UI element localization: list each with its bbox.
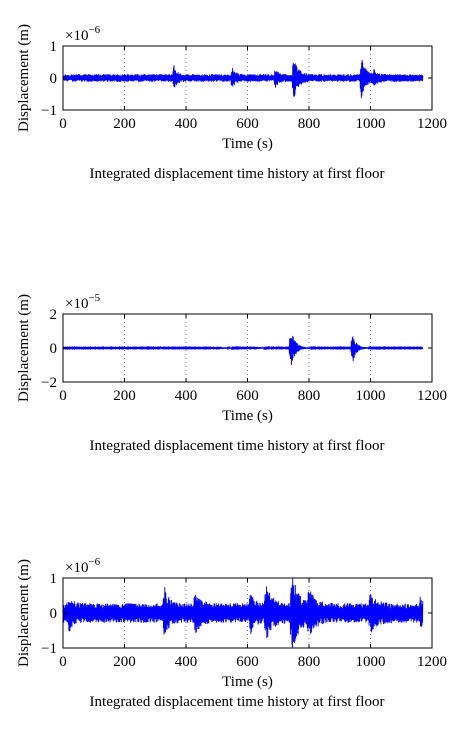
x-tick-label: 800 xyxy=(298,654,321,670)
x-tick-label: 1000 xyxy=(356,388,386,404)
chart-1-caption: Integrated displacement time history at … xyxy=(89,166,385,182)
y-exponent: −6 xyxy=(88,556,100,568)
x-tick-label: 400 xyxy=(175,388,198,404)
x-tick-label: 800 xyxy=(298,388,321,404)
y-axis-label: Displacement (m) xyxy=(16,24,32,132)
x-tick-label: 0 xyxy=(59,116,67,132)
y-tick-label: 1 xyxy=(50,571,58,587)
signal-trace xyxy=(62,335,424,365)
y-tick-label: −1 xyxy=(41,103,57,119)
y-tick-label: 1 xyxy=(50,39,58,55)
y-tick-label: 2 xyxy=(50,307,58,323)
x-tick-label: 0 xyxy=(59,388,67,404)
y-tick-label: 0 xyxy=(50,341,58,357)
x-tick-label: 400 xyxy=(175,116,198,132)
x-tick-label: 800 xyxy=(298,116,321,132)
x-tick-label: 200 xyxy=(113,116,136,132)
x-tick-label: 200 xyxy=(113,388,136,404)
chart-panel-1: 0 200 400 600 800 1000 1200 −1 0 1 ×10−6 Time (s) Di… xyxy=(0,0,474,244)
y-axis-label: Displacement (m) xyxy=(16,294,32,402)
x-tick-label: 1000 xyxy=(356,116,386,132)
signal-trace xyxy=(62,59,424,99)
y-multiplier: ×10−6 xyxy=(65,24,101,44)
x-axis-label: Time (s) xyxy=(222,408,273,424)
y-exponent: −5 xyxy=(88,292,100,304)
x-axis-label: Time (s) xyxy=(222,136,273,152)
y-multiplier: ×10−6 xyxy=(65,556,101,576)
x-tick-label: 600 xyxy=(236,654,259,670)
y-tick-label: −1 xyxy=(41,641,57,657)
x-tick-label: 1200 xyxy=(417,654,447,670)
x-tick-label: 400 xyxy=(175,654,198,670)
chart-panel-2: 0 200 400 600 800 1000 1200 −2 0 2 ×10−5 Time (s) Di… xyxy=(0,244,474,488)
chart-panel-3: 0 200 400 600 800 1000 1200 −1 0 1 ×10−6 Time (s) Di… xyxy=(0,488,474,733)
chart-3-caption: Integrated displacement time history at … xyxy=(89,694,385,710)
x-tick-label: 600 xyxy=(236,388,259,404)
chart-2-caption: Integrated displacement time history at … xyxy=(89,438,385,454)
x-tick-label: 600 xyxy=(236,116,259,132)
x-axis-label: Time (s) xyxy=(222,674,273,690)
x-tick-label: 0 xyxy=(59,654,67,670)
y-axis-label: Displacement (m) xyxy=(16,559,32,667)
y-exponent: −6 xyxy=(88,24,100,36)
x-tick-label: 1200 xyxy=(417,388,447,404)
y-multiplier: ×10−5 xyxy=(65,292,101,312)
x-tick-label: 1200 xyxy=(417,116,447,132)
signal-trace xyxy=(62,577,424,649)
x-tick-label: 1000 xyxy=(356,654,386,670)
y-tick-label: 0 xyxy=(50,606,58,622)
y-tick-label: −2 xyxy=(41,375,57,391)
x-tick-label: 200 xyxy=(113,654,136,670)
y-tick-label: 0 xyxy=(50,71,58,87)
